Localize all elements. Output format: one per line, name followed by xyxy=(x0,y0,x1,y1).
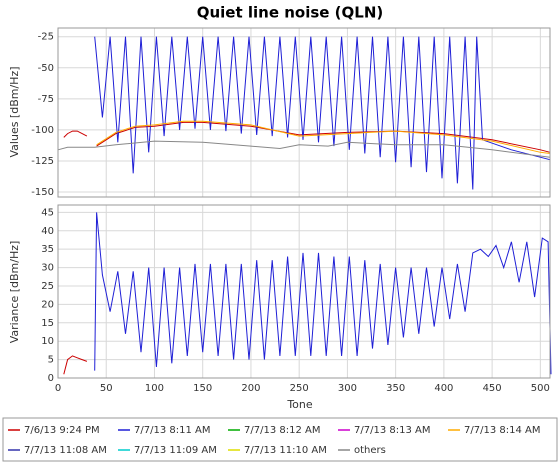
x-axis-label: Tone xyxy=(286,398,313,411)
x-tick-label: 400 xyxy=(434,383,453,394)
y-tick-label: -75 xyxy=(38,94,54,105)
legend-label: 7/7/13 8:11 AM xyxy=(134,425,210,436)
legend-label: others xyxy=(354,445,386,456)
y-axis-label: Values [dBm/Hz] xyxy=(8,66,21,157)
y-tick-label: 20 xyxy=(41,299,54,310)
data-line xyxy=(94,36,551,190)
y-tick-label: 5 xyxy=(48,355,54,366)
data-line xyxy=(94,212,552,375)
y-tick-label: -125 xyxy=(31,156,54,167)
y-tick-label: -100 xyxy=(31,125,54,136)
plot-border xyxy=(57,204,551,379)
x-tick-label: 150 xyxy=(193,383,212,394)
y-tick-label: 25 xyxy=(41,281,54,292)
x-tick-label: 0 xyxy=(55,383,61,394)
y-tick-label: -25 xyxy=(38,32,54,43)
y-tick-label: 30 xyxy=(41,263,54,274)
legend-label: 7/7/13 11:09 AM xyxy=(134,445,217,456)
x-tick-label: 200 xyxy=(241,383,260,394)
y-tick-label: 10 xyxy=(41,336,54,347)
data-line xyxy=(63,130,88,138)
legend-label: 7/7/13 8:14 AM xyxy=(464,425,540,436)
y-tick-label: -150 xyxy=(31,187,54,198)
y-tick-label: 0 xyxy=(48,373,54,384)
x-tick-label: 350 xyxy=(386,383,405,394)
x-tick-label: 50 xyxy=(100,383,113,394)
y-axis-label: Variance [dBm/Hz] xyxy=(8,241,21,344)
x-tick-label: 450 xyxy=(483,383,502,394)
y-tick-label: 40 xyxy=(41,226,54,237)
data-line xyxy=(63,355,88,375)
legend-box xyxy=(2,417,558,462)
legend-label: 7/6/13 9:24 PM xyxy=(24,425,100,436)
legend-label: 7/7/13 11:10 AM xyxy=(244,445,327,456)
x-tick-label: 250 xyxy=(290,383,309,394)
y-tick-label: 35 xyxy=(41,244,54,255)
x-tick-label: 100 xyxy=(145,383,164,394)
y-tick-label: -50 xyxy=(38,63,54,74)
legend-label: 7/7/13 11:08 AM xyxy=(24,445,107,456)
x-tick-label: 300 xyxy=(338,383,357,394)
data-line xyxy=(57,140,551,158)
legend-label: 7/7/13 8:12 AM xyxy=(244,425,320,436)
y-tick-label: 45 xyxy=(41,207,54,218)
legend-label: 7/7/13 8:13 AM xyxy=(354,425,430,436)
x-tick-label: 500 xyxy=(531,383,550,394)
data-line xyxy=(96,120,551,154)
y-tick-label: 15 xyxy=(41,318,54,329)
chart-title: Quiet line noise (QLN) xyxy=(197,4,384,22)
plot-border xyxy=(57,27,551,198)
